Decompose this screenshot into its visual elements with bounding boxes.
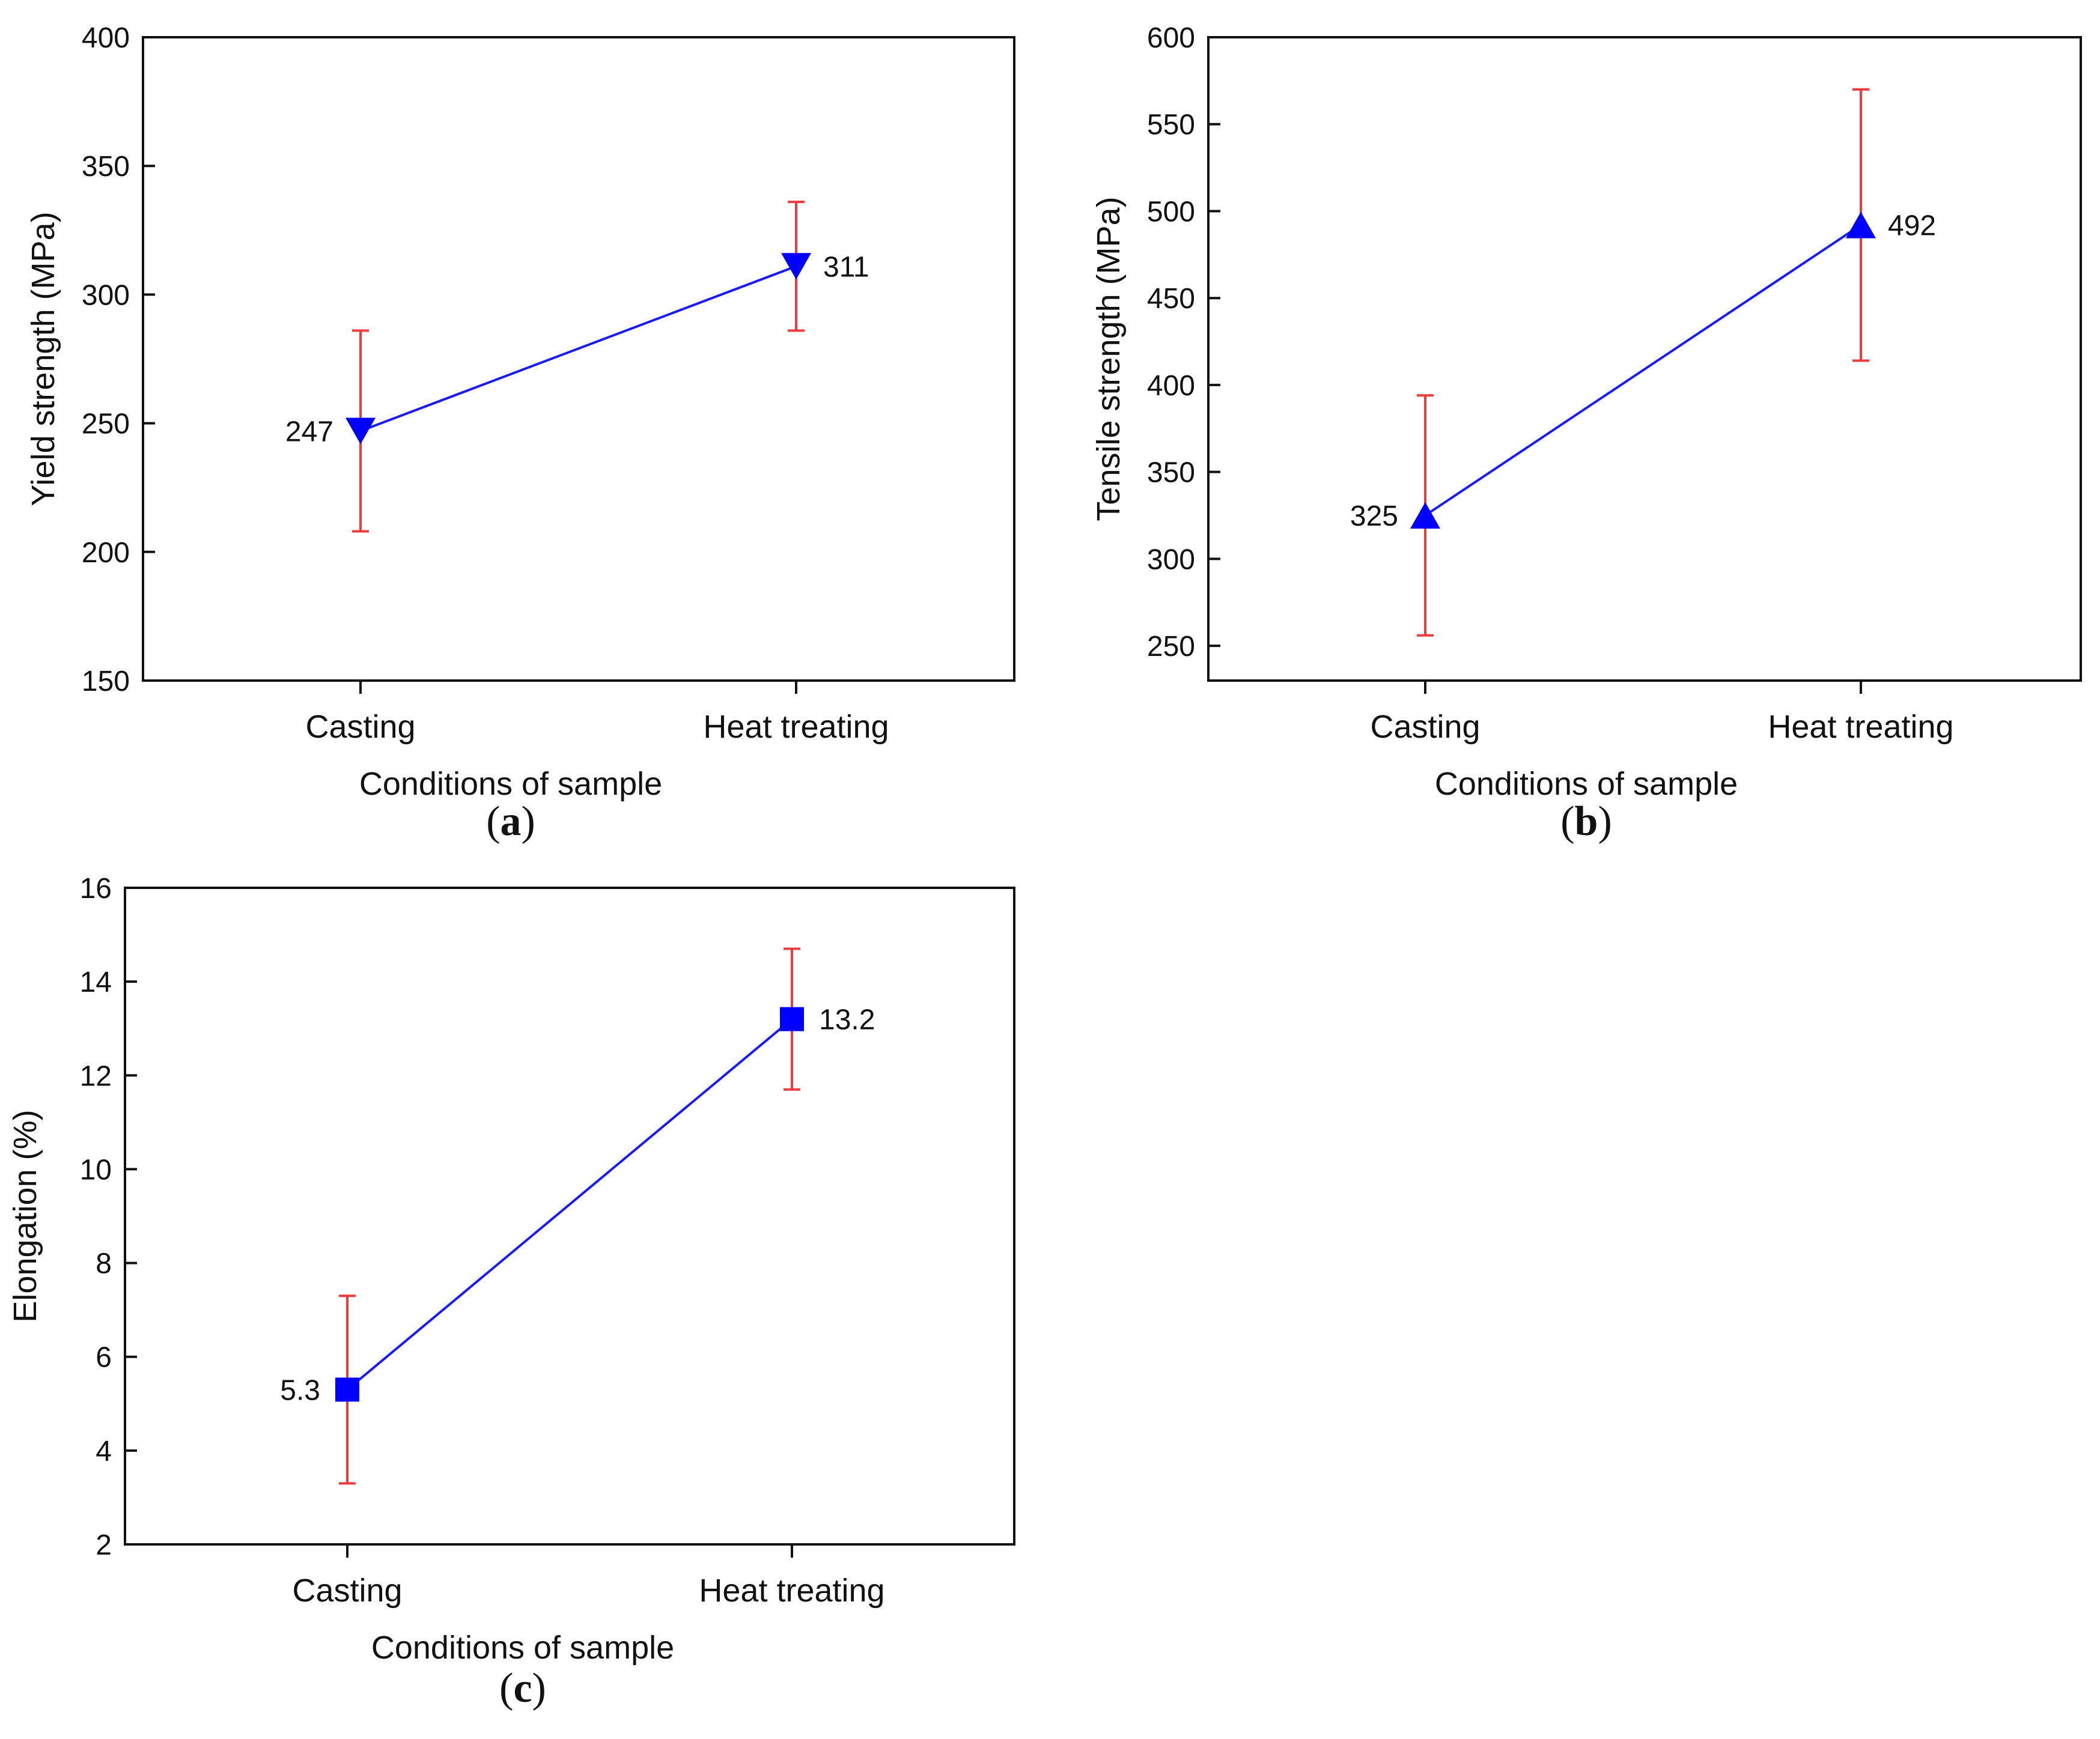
y-tick-label: 8 bbox=[96, 1248, 112, 1280]
data-value-label: 13.2 bbox=[819, 1004, 875, 1036]
square-marker-icon bbox=[780, 1007, 804, 1031]
caption-paren-close: ) bbox=[532, 1665, 546, 1711]
square-marker-icon bbox=[335, 1377, 359, 1402]
y-axis-title: Elongation (%) bbox=[7, 1109, 43, 1322]
x-category-label: Casting bbox=[292, 1573, 402, 1609]
y-tick-label: 350 bbox=[82, 151, 130, 183]
y-tick-label: 400 bbox=[1147, 370, 1195, 402]
x-category-label: Heat treating bbox=[703, 709, 889, 745]
y-tick-label: 350 bbox=[1147, 457, 1195, 489]
x-axis-title: Conditions of sample bbox=[371, 1630, 674, 1666]
x-category-label: Casting bbox=[1370, 709, 1480, 745]
chart-panel-c: 2 4 6 8 10 12 14 16 Casting Heat treating Conditio… bbox=[7, 873, 1015, 1711]
figure-caption: (a) bbox=[486, 798, 535, 845]
caption-letter: c bbox=[513, 1665, 532, 1711]
triangle-down-marker-icon bbox=[345, 417, 376, 445]
caption-paren-close: ) bbox=[522, 798, 535, 845]
data-value-label: 325 bbox=[1350, 500, 1398, 532]
plot-frame bbox=[1207, 36, 2082, 682]
y-tick-label: 14 bbox=[80, 967, 112, 998]
series-line bbox=[346, 1018, 793, 1391]
y-tick-label: 300 bbox=[82, 279, 130, 311]
caption-paren-open: ( bbox=[486, 798, 500, 845]
y-axis-title: Yield strength (MPa) bbox=[25, 211, 61, 506]
x-axis-title: Conditions of sample bbox=[359, 766, 662, 802]
y-tick-label: 12 bbox=[80, 1060, 112, 1092]
y-tick-label: 500 bbox=[1147, 196, 1195, 228]
data-value-label: 492 bbox=[1888, 210, 1936, 242]
plot-frame bbox=[142, 36, 1015, 682]
y-tick-label: 200 bbox=[82, 537, 130, 569]
caption-paren-open: ( bbox=[499, 1665, 513, 1711]
y-tick-label: 16 bbox=[80, 873, 112, 905]
plot-frame bbox=[124, 887, 1015, 1546]
y-tick-label: 150 bbox=[82, 666, 130, 697]
caption-paren-open: ( bbox=[1560, 798, 1574, 845]
chart-panel-a: 150 200 250 300 350 400 Casting Heat treating Co… bbox=[25, 22, 1015, 845]
data-value-label: 5.3 bbox=[280, 1374, 320, 1406]
series-line bbox=[1424, 223, 1862, 517]
y-tick-label: 600 bbox=[1147, 22, 1195, 54]
y-tick-label: 300 bbox=[1147, 544, 1195, 575]
y-tick-label: 10 bbox=[80, 1154, 112, 1186]
triangle-up-marker-icon bbox=[1410, 502, 1440, 529]
figure-caption: (c) bbox=[499, 1665, 546, 1711]
caption-paren-close: ) bbox=[1598, 798, 1612, 845]
triangle-down-marker-icon bbox=[781, 253, 811, 280]
x-category-label: Heat treating bbox=[1768, 709, 1953, 745]
x-axis-title: Conditions of sample bbox=[1435, 766, 1738, 802]
y-tick-label: 250 bbox=[1147, 631, 1195, 663]
x-category-label: Heat treating bbox=[699, 1573, 884, 1609]
chart-panel-b: 250 300 350 400 450 500 550 600 Casting Heat trea… bbox=[1091, 22, 2082, 845]
data-value-label: 247 bbox=[285, 416, 333, 448]
y-tick-label: 2 bbox=[96, 1529, 112, 1561]
series-line bbox=[360, 265, 797, 432]
caption-letter: a bbox=[501, 798, 522, 845]
x-category-label: Casting bbox=[305, 709, 415, 745]
figure-caption: (b) bbox=[1560, 798, 1612, 845]
y-tick-label: 450 bbox=[1147, 283, 1195, 315]
y-tick-label: 400 bbox=[82, 22, 130, 54]
y-axis-title: Tensile strength (MPa) bbox=[1091, 196, 1127, 521]
data-value-label: 311 bbox=[823, 251, 869, 283]
y-tick-label: 6 bbox=[96, 1342, 112, 1374]
triangle-up-marker-icon bbox=[1846, 211, 1876, 238]
y-tick-label: 250 bbox=[82, 408, 130, 440]
caption-letter: b bbox=[1575, 798, 1598, 845]
y-tick-label: 4 bbox=[96, 1436, 112, 1467]
y-tick-label: 550 bbox=[1147, 109, 1195, 141]
